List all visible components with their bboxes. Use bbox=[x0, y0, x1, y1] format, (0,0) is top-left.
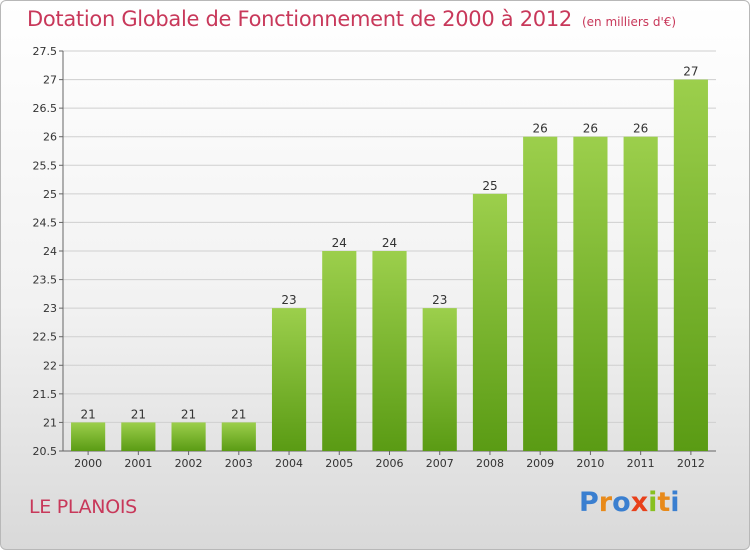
data-label-2005: 24 bbox=[332, 236, 347, 250]
logo-letter: o bbox=[612, 487, 631, 518]
y-tick-label: 23.5 bbox=[33, 274, 58, 287]
x-tick-label: 2000 bbox=[74, 457, 102, 470]
logo-letter: x bbox=[630, 487, 649, 518]
x-tick-label: 2009 bbox=[526, 457, 554, 470]
x-tick-label: 2012 bbox=[677, 457, 705, 470]
bar-2007 bbox=[422, 308, 457, 451]
y-tick-label: 25 bbox=[43, 188, 57, 201]
chart-subtitle: (en milliers d'€) bbox=[581, 15, 677, 29]
bar-2009 bbox=[523, 136, 558, 451]
bars bbox=[71, 79, 708, 452]
x-tick-label: 2001 bbox=[124, 457, 152, 470]
data-label-2001: 21 bbox=[131, 407, 146, 421]
y-tick-label: 20.5 bbox=[33, 445, 58, 458]
y-tick-label: 24 bbox=[43, 245, 57, 258]
logo-letter: P bbox=[579, 487, 599, 518]
bar-2004 bbox=[271, 308, 307, 451]
bar-2001 bbox=[121, 422, 156, 451]
y-tick-label: 21.5 bbox=[33, 388, 58, 401]
proxiti-logo: Proxiti bbox=[579, 487, 680, 518]
data-label-2012: 27 bbox=[683, 65, 698, 79]
data-label-2002: 21 bbox=[181, 407, 196, 421]
bar-2005 bbox=[322, 251, 357, 451]
y-tick-label: 27 bbox=[43, 74, 57, 87]
logo-letter: t bbox=[657, 487, 671, 518]
bar-2011 bbox=[623, 136, 658, 451]
data-label-2008: 25 bbox=[482, 179, 497, 193]
y-tick-label: 21 bbox=[43, 416, 57, 429]
x-tick-label: 2010 bbox=[576, 457, 604, 470]
bar-2003 bbox=[221, 422, 256, 451]
x-tick-label: 2007 bbox=[426, 457, 454, 470]
bar-2000 bbox=[71, 422, 106, 451]
bar-2002 bbox=[171, 422, 206, 451]
commune-name: LE PLANOIS bbox=[29, 496, 137, 518]
x-tick-label: 2002 bbox=[175, 457, 203, 470]
bar-2010 bbox=[573, 136, 608, 451]
data-label-2004: 23 bbox=[281, 293, 296, 307]
data-labels: 21 21 21 21 23 24 24 23 25 26 26 26 27 bbox=[80, 65, 698, 422]
x-tick-label: 2004 bbox=[275, 457, 303, 470]
chart-title-text: Dotation Globale de Fonctionnement de 20… bbox=[27, 7, 572, 31]
x-tick-label: 2011 bbox=[627, 457, 655, 470]
y-tick-label: 23 bbox=[43, 302, 57, 315]
data-label-2003: 21 bbox=[231, 407, 246, 421]
data-label-2009: 26 bbox=[533, 122, 548, 136]
logo-letter: i bbox=[648, 487, 658, 518]
logo-letter: r bbox=[598, 487, 613, 518]
data-label-2011: 26 bbox=[633, 122, 648, 136]
x-tick-label: 2006 bbox=[376, 457, 404, 470]
y-tick-label: 22.5 bbox=[33, 331, 58, 344]
bar-2008 bbox=[472, 193, 508, 451]
logo-letter: i bbox=[670, 487, 680, 518]
data-label-2000: 21 bbox=[80, 407, 95, 421]
y-tick-label: 27.5 bbox=[33, 45, 58, 58]
x-tick-label: 2005 bbox=[325, 457, 353, 470]
y-tick-label: 22 bbox=[43, 359, 57, 372]
data-label-2006: 24 bbox=[382, 236, 397, 250]
x-tick-label: 2008 bbox=[476, 457, 504, 470]
chart-title: Dotation Globale de Fonctionnement de 20… bbox=[27, 7, 676, 31]
y-tick-label: 24.5 bbox=[33, 216, 58, 229]
data-label-2007: 23 bbox=[432, 293, 447, 307]
x-tick-label: 2003 bbox=[225, 457, 253, 470]
bar-2012 bbox=[673, 79, 708, 452]
data-label-2010: 26 bbox=[583, 122, 598, 136]
y-tick-label: 25.5 bbox=[33, 159, 58, 172]
y-tick-label: 26.5 bbox=[33, 102, 58, 115]
y-tick-label: 26 bbox=[43, 131, 57, 144]
bar-2006 bbox=[372, 251, 407, 451]
